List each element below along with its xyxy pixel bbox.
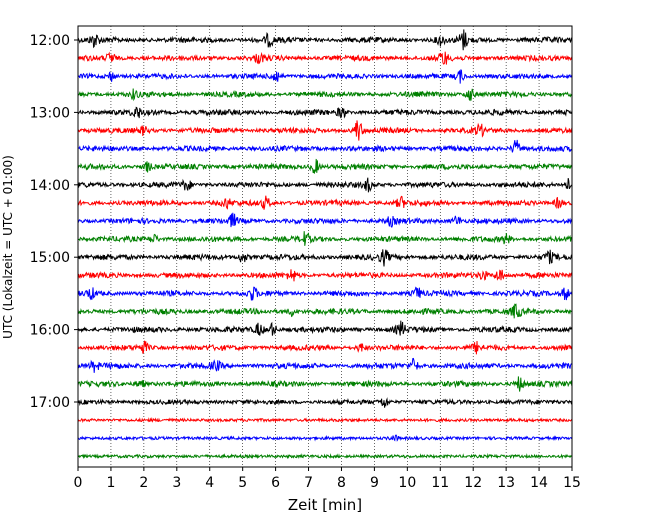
x-tick-label: 5 [238,475,247,491]
x-tick-label: 9 [370,475,379,491]
y-axis-ticks: 12:00 13:00 14:00 15:00 16:00 17:00 [30,33,78,411]
x-tick-label: 15 [563,475,581,491]
y-tick-label: 16:00 [30,323,70,339]
seismogram-trace [77,139,573,153]
x-tick-label: 1 [106,475,115,491]
seismogram-trace [77,249,573,267]
x-axis-ticks: 0 1 2 3 4 5 6 7 8 9 10 11 12 13 14 15 [74,467,581,491]
seismogram-trace [77,376,573,392]
y-tick-label: 12:00 [30,33,70,49]
x-tick-label: 2 [139,475,148,491]
seismogram-trace [77,303,573,319]
x-tick-label: 12 [464,475,482,491]
x-tick-label: 6 [271,475,280,491]
y-tick-label: 15:00 [30,250,70,266]
seismogram-trace [77,286,573,301]
seismogram-trace [77,106,573,119]
y-tick-label: 17:00 [30,395,70,411]
x-tick-label: 7 [304,475,313,491]
seismogram-trace [77,397,573,408]
x-tick-label: 10 [398,475,416,491]
seismogram-traces [77,29,573,460]
seismogram-trace [77,320,573,336]
seismogram-trace [77,434,573,442]
seismogram-trace [77,158,573,174]
plot-frame [77,25,573,468]
x-tick-label: 8 [337,475,346,491]
x-tick-label: 0 [74,475,83,491]
seismogram-trace [77,88,573,102]
seismogram-trace [77,69,573,84]
x-tick-label: 3 [172,475,181,491]
seismogram-trace [77,416,573,424]
seismogram-trace [77,177,573,193]
seismogram-trace [77,452,572,460]
seismogram-trace [77,231,573,246]
x-tick-label: 11 [431,475,449,491]
seismogram-trace [77,120,573,141]
y-tick-label: 13:00 [30,105,70,121]
x-tick-label: 13 [497,475,515,491]
x-tick-label: 14 [530,475,548,491]
seismogram-trace [77,195,572,210]
x-tick-label: 4 [205,475,214,491]
x-axis-label: Zeit [min] [288,496,362,514]
seismogram-trace [77,269,573,282]
seismogram-trace [77,357,572,373]
y-axis-label: UTC (Lokalzeit = UTC + 01:00) [1,155,15,339]
seismogram-trace [77,340,573,355]
seismogram-trace [77,212,573,228]
seismogram-trace [77,29,573,51]
y-tick-label: 14:00 [30,178,70,194]
seismogram-trace [77,51,573,65]
